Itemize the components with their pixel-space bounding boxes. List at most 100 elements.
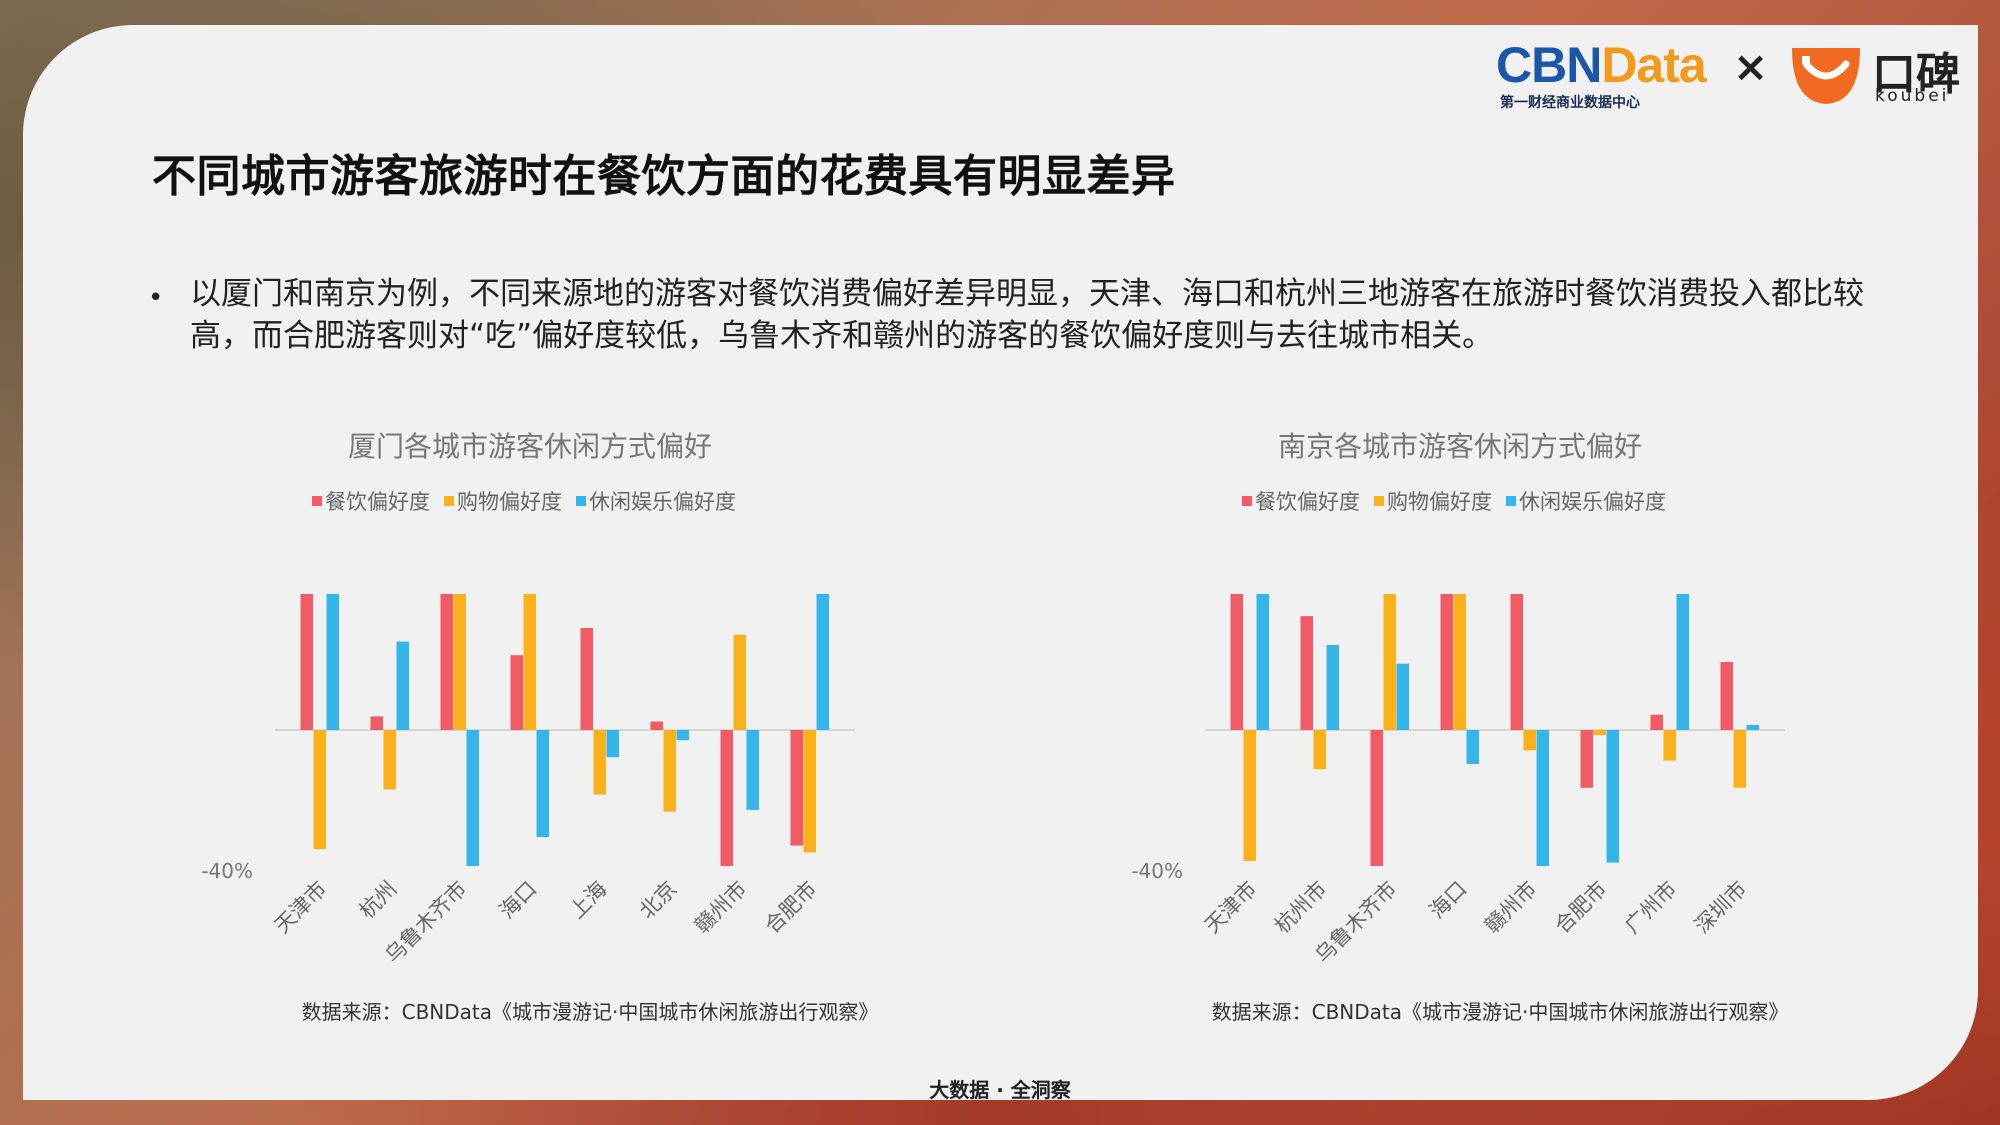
legend-item-food: 餐饮偏好度 bbox=[1242, 486, 1360, 516]
legend-label-leisure: 休闲娱乐偏好度 bbox=[589, 490, 736, 514]
bar-shopping bbox=[733, 634, 746, 730]
bar-food bbox=[1440, 594, 1453, 730]
bar-shopping bbox=[803, 730, 816, 853]
bar-leisure bbox=[1256, 594, 1269, 730]
bar-shopping bbox=[1313, 730, 1326, 770]
bar-shopping bbox=[1383, 594, 1396, 730]
legend-swatch-shopping bbox=[444, 496, 454, 506]
legend-swatch-food bbox=[1242, 496, 1252, 506]
x-tick-label: 天津市 bbox=[270, 877, 332, 939]
legend-item-food: 餐饮偏好度 bbox=[312, 486, 430, 516]
bar-food bbox=[1650, 714, 1663, 730]
chart-1-legend: 餐饮偏好度 购物偏好度 休闲娱乐偏好度 bbox=[312, 486, 736, 516]
bar-food bbox=[720, 730, 733, 866]
logo-cbn-text: CBN bbox=[1496, 37, 1602, 93]
x-tick-label: 合肥市 bbox=[1550, 877, 1612, 939]
bullet-marker: • bbox=[148, 283, 164, 313]
x-tick-label: 天津市 bbox=[1200, 877, 1262, 939]
bar-food bbox=[650, 721, 663, 730]
bar-food bbox=[1580, 730, 1593, 788]
bar-leisure bbox=[606, 730, 619, 758]
x-tick-label: 赣州市 bbox=[690, 877, 752, 939]
legend-item-shopping: 购物偏好度 bbox=[444, 486, 562, 516]
legend-item-leisure: 休闲娱乐偏好度 bbox=[576, 486, 736, 516]
bar-shopping bbox=[1663, 730, 1676, 761]
bar-leisure bbox=[1676, 594, 1689, 730]
bar-food bbox=[370, 716, 383, 730]
x-tick-label: 杭州 bbox=[355, 877, 402, 924]
bar-leisure bbox=[466, 730, 479, 866]
page-title: 不同城市游客旅游时在餐饮方面的花费具有明显差异 bbox=[152, 151, 1176, 202]
bar-shopping bbox=[1733, 730, 1746, 788]
x-tick-label: 赣州市 bbox=[1480, 877, 1542, 939]
koubei-logo-text: 口碑 bbox=[1872, 49, 1960, 100]
bar-food bbox=[1300, 616, 1313, 730]
y-tick-label: -40% bbox=[201, 859, 253, 883]
x-tick-label: 杭州市 bbox=[1270, 877, 1332, 939]
legend-label-food: 餐饮偏好度 bbox=[325, 490, 430, 514]
cbndata-logo: CBNData 第一财经商业数据中心 bbox=[1496, 37, 1707, 112]
logo-cbn-subtitle: 第一财经商业数据中心 bbox=[1500, 95, 1640, 111]
bar-leisure bbox=[326, 594, 339, 730]
bar-food bbox=[580, 628, 593, 730]
bar-shopping bbox=[383, 730, 396, 790]
chart-2-title: 南京各城市游客休闲方式偏好 bbox=[1277, 430, 1642, 463]
bar-food bbox=[510, 655, 523, 730]
legend-label-shopping: 购物偏好度 bbox=[457, 490, 562, 514]
bar-leisure bbox=[396, 641, 409, 730]
bar-food bbox=[300, 594, 313, 730]
bar-shopping bbox=[593, 730, 606, 795]
legend-label-shopping: 购物偏好度 bbox=[1387, 490, 1492, 514]
bullet-text: 以厦门和南京为例，不同来源地的游客对餐饮消费偏好差异明显，天津、海口和杭州三地游… bbox=[190, 276, 1864, 354]
bar-leisure bbox=[1536, 730, 1549, 866]
bar-shopping bbox=[1593, 730, 1606, 736]
logo-separator: × bbox=[1733, 42, 1769, 91]
legend-swatch-shopping bbox=[1374, 496, 1384, 506]
bar-shopping bbox=[1243, 730, 1256, 861]
legend-swatch-food bbox=[312, 496, 322, 506]
bar-food bbox=[440, 594, 453, 730]
x-tick-label: 上海 bbox=[565, 877, 612, 924]
bar-leisure bbox=[1466, 730, 1479, 764]
chart-1-title: 厦门各城市游客休闲方式偏好 bbox=[347, 430, 712, 463]
x-tick-label: 深圳市 bbox=[1690, 877, 1752, 939]
legend-label-leisure: 休闲娱乐偏好度 bbox=[1519, 490, 1666, 514]
x-tick-label: 合肥市 bbox=[760, 877, 822, 939]
x-tick-label: 海口 bbox=[495, 877, 542, 924]
bar-food bbox=[1510, 594, 1523, 730]
bar-shopping bbox=[453, 594, 466, 730]
legend-swatch-leisure bbox=[576, 496, 586, 506]
bar-leisure bbox=[676, 730, 689, 741]
x-tick-label: 海口 bbox=[1425, 877, 1472, 924]
bar-leisure bbox=[1396, 663, 1409, 730]
bar-leisure bbox=[1746, 724, 1759, 730]
chart-2-legend: 餐饮偏好度 购物偏好度 休闲娱乐偏好度 bbox=[1242, 486, 1666, 516]
legend-swatch-leisure bbox=[1506, 496, 1516, 506]
bar-food bbox=[1370, 730, 1383, 866]
bar-leisure bbox=[746, 730, 759, 810]
bar-leisure bbox=[816, 594, 829, 730]
legend-item-leisure: 休闲娱乐偏好度 bbox=[1506, 486, 1666, 516]
bar-shopping bbox=[523, 594, 536, 730]
bar-food bbox=[1720, 662, 1733, 730]
x-tick-label: 北京 bbox=[635, 877, 682, 924]
y-tick-label: -40% bbox=[1131, 859, 1183, 883]
bar-food bbox=[790, 730, 803, 846]
x-tick-label: 广州市 bbox=[1620, 877, 1682, 939]
chart-2-source: 数据来源：CBNData《城市漫游记·中国城市休闲旅游出行观察》 bbox=[1211, 1000, 1789, 1024]
legend-item-shopping: 购物偏好度 bbox=[1374, 486, 1492, 516]
chart-1-source: 数据来源：CBNData《城市漫游记·中国城市休闲旅游出行观察》 bbox=[301, 1000, 879, 1024]
bar-shopping bbox=[1453, 594, 1466, 730]
bar-food bbox=[1230, 594, 1243, 730]
bar-leisure bbox=[536, 730, 549, 838]
footer-slogan: 大数据 · 全洞察 bbox=[929, 1078, 1071, 1102]
koubei-logo-subtext: koubei bbox=[1875, 86, 1950, 106]
bar-shopping bbox=[663, 730, 676, 812]
koubei-smile-icon bbox=[1792, 48, 1860, 104]
bar-shopping bbox=[1523, 730, 1536, 751]
bar-leisure bbox=[1326, 645, 1339, 730]
bar-leisure bbox=[1606, 730, 1619, 863]
bar-shopping bbox=[313, 730, 326, 849]
